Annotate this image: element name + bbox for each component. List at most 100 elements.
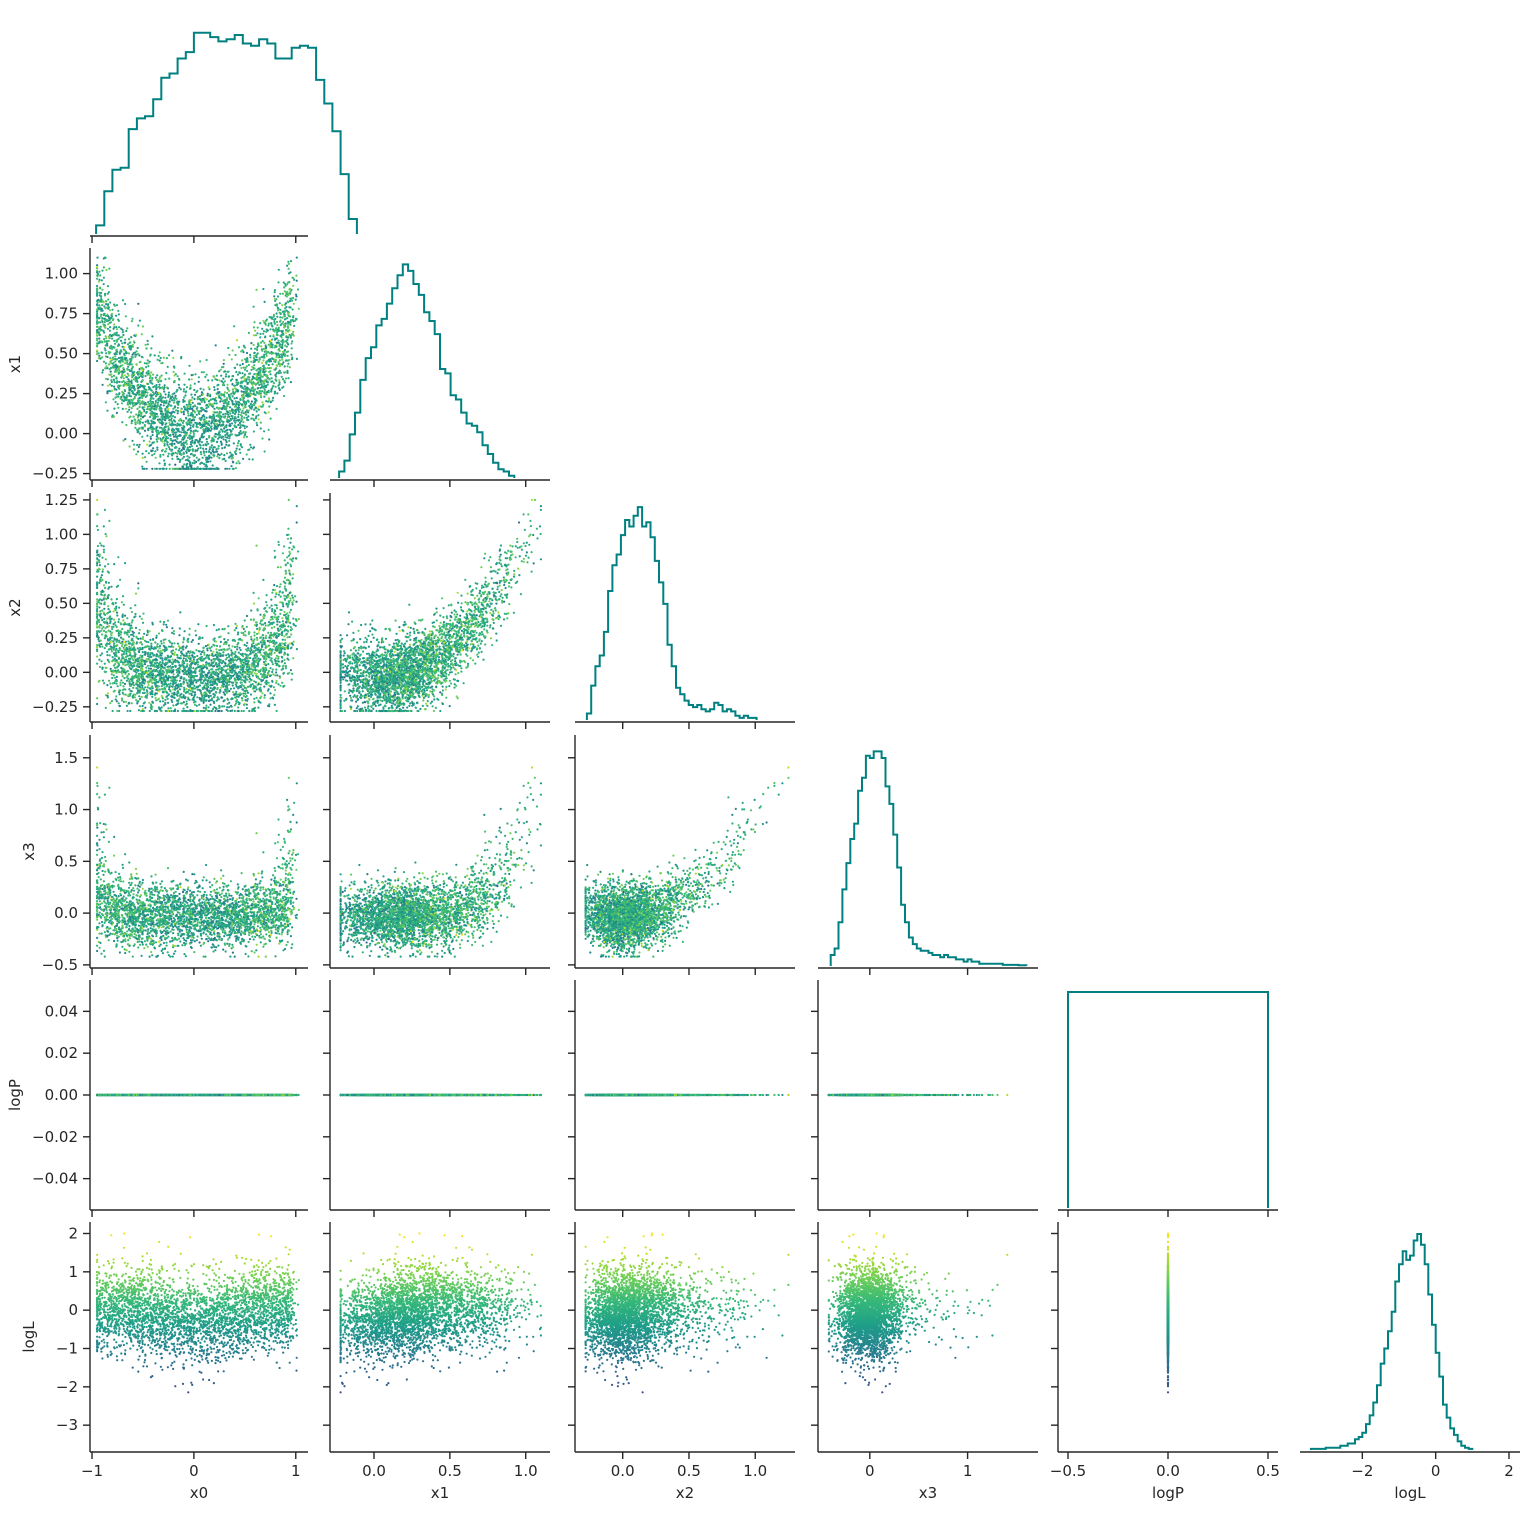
scatter-point bbox=[250, 361, 252, 363]
scatter-point bbox=[287, 261, 289, 263]
scatter-point bbox=[146, 435, 148, 437]
scatter-point bbox=[290, 260, 292, 262]
scatter-point bbox=[171, 350, 173, 352]
scatter-point bbox=[207, 379, 209, 381]
scatter-point bbox=[233, 403, 235, 405]
scatter-point bbox=[138, 371, 140, 373]
panel-x1-vs-x0: −0.250.000.250.500.751.00x1 bbox=[6, 248, 308, 487]
scatter-point bbox=[183, 441, 185, 443]
scatter-point bbox=[167, 396, 169, 398]
scatter-point bbox=[167, 455, 169, 457]
scatter-point bbox=[174, 416, 176, 418]
scatter-point bbox=[253, 352, 255, 354]
scatter-point bbox=[188, 450, 190, 452]
scatter-point bbox=[191, 445, 193, 447]
scatter-point bbox=[183, 384, 185, 386]
scatter-point bbox=[104, 367, 106, 369]
scatter-point bbox=[171, 458, 173, 460]
scatter-point bbox=[156, 468, 158, 470]
scatter-point bbox=[259, 336, 261, 338]
scatter-point bbox=[233, 420, 235, 422]
scatter-point bbox=[281, 359, 283, 361]
scatter-point bbox=[125, 330, 127, 332]
scatter-point bbox=[150, 389, 152, 391]
scatter-point bbox=[274, 368, 276, 370]
scatter-point bbox=[262, 340, 264, 342]
scatter-point bbox=[208, 455, 210, 457]
scatter-point bbox=[131, 420, 133, 422]
scatter-point bbox=[97, 302, 99, 304]
scatter-point bbox=[108, 317, 110, 319]
scatter-point bbox=[156, 449, 158, 451]
scatter-point bbox=[270, 322, 272, 324]
scatter-point bbox=[205, 407, 207, 409]
scatter-point bbox=[161, 410, 163, 412]
scatter-point bbox=[102, 384, 104, 386]
scatter-point bbox=[266, 361, 268, 363]
scatter-point bbox=[284, 315, 286, 317]
scatter-point bbox=[110, 371, 112, 373]
scatter-point bbox=[257, 344, 259, 346]
scatter-point bbox=[99, 307, 101, 309]
scatter-point bbox=[135, 453, 137, 455]
scatter-point bbox=[113, 328, 115, 330]
scatter-point bbox=[99, 287, 101, 289]
scatter-point bbox=[149, 355, 151, 357]
scatter-point bbox=[254, 360, 256, 362]
scatter-point bbox=[235, 409, 237, 411]
scatter-point bbox=[97, 274, 99, 276]
scatter-point bbox=[188, 423, 190, 425]
scatter-point bbox=[197, 410, 199, 412]
scatter-point bbox=[107, 328, 109, 330]
scatter-point bbox=[165, 426, 167, 428]
scatter-point bbox=[264, 380, 266, 382]
scatter-point bbox=[238, 440, 240, 442]
scatter-point bbox=[182, 401, 184, 403]
scatter-point bbox=[186, 463, 188, 465]
scatter-point bbox=[290, 381, 292, 383]
scatter-point bbox=[139, 403, 141, 405]
scatter-point bbox=[272, 328, 274, 330]
scatter-point bbox=[105, 257, 107, 259]
scatter-point bbox=[152, 434, 154, 436]
scatter-point bbox=[152, 412, 154, 414]
scatter-point bbox=[152, 402, 154, 404]
scatter-point bbox=[186, 452, 188, 454]
scatter-point bbox=[178, 387, 180, 389]
scatter-point bbox=[238, 413, 240, 415]
scatter-point bbox=[258, 390, 260, 392]
scatter-point bbox=[112, 356, 114, 358]
scatter-point bbox=[139, 406, 141, 408]
scatter-point bbox=[129, 402, 131, 404]
scatter-point bbox=[278, 361, 280, 363]
scatter-point bbox=[265, 385, 267, 387]
scatter-point bbox=[260, 375, 262, 377]
scatter-point bbox=[222, 384, 224, 386]
scatter-point bbox=[274, 289, 276, 291]
scatter-point bbox=[297, 288, 299, 290]
scatter-point bbox=[175, 409, 177, 411]
scatter-point bbox=[150, 398, 152, 400]
scatter-point bbox=[137, 431, 139, 433]
scatter-point bbox=[209, 460, 211, 462]
scatter-point bbox=[163, 402, 165, 404]
scatter-point bbox=[137, 451, 139, 453]
scatter-point bbox=[248, 458, 250, 460]
scatter-point bbox=[208, 451, 210, 453]
scatter-point bbox=[283, 395, 285, 397]
scatter-point bbox=[221, 424, 223, 426]
scatter-point bbox=[197, 441, 199, 443]
scatter-point bbox=[96, 338, 98, 340]
scatter-point bbox=[258, 393, 260, 395]
scatter-point bbox=[162, 468, 164, 470]
scatter-point bbox=[111, 313, 113, 315]
scatter-point bbox=[242, 351, 244, 353]
scatter-point bbox=[140, 412, 142, 414]
scatter-point bbox=[172, 468, 174, 470]
scatter-point bbox=[222, 378, 224, 380]
scatter-point bbox=[197, 466, 199, 468]
scatter-point bbox=[158, 398, 160, 400]
scatter-point bbox=[127, 411, 129, 413]
scatter-point bbox=[166, 413, 168, 415]
scatter-point bbox=[196, 457, 198, 459]
